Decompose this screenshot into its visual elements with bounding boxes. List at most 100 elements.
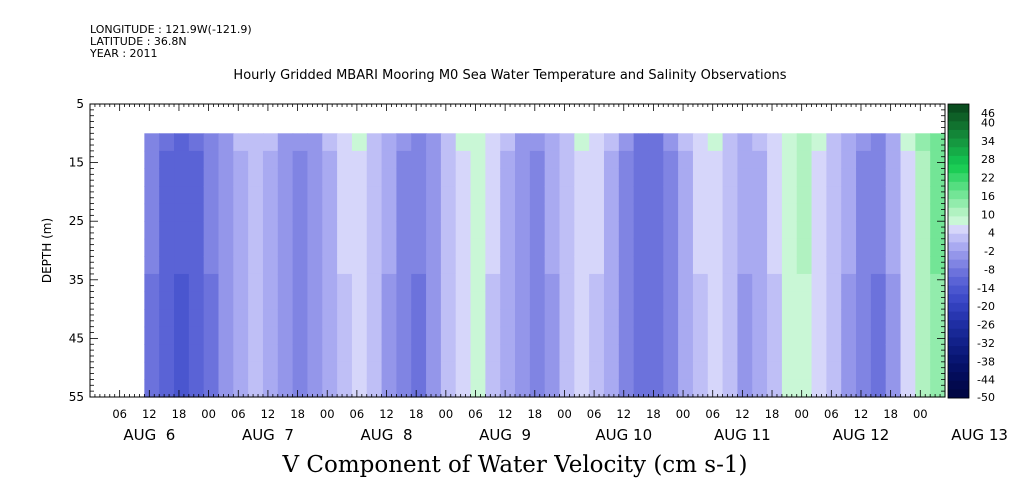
heatmap-cell (381, 309, 398, 328)
heatmap-cell (915, 326, 931, 345)
heatmap-cell (796, 150, 813, 170)
heatmap-cell (351, 361, 368, 381)
heatmap-cell (870, 361, 887, 381)
heatmap-cell (188, 273, 205, 293)
heatmap-cell (603, 133, 620, 152)
x-tick-label: 06 (112, 407, 127, 421)
heatmap-cell (811, 150, 827, 170)
heatmap-cell (707, 379, 724, 398)
heatmap-cell (633, 326, 650, 345)
heatmap-cell (426, 291, 442, 310)
heatmap-cell (515, 344, 531, 363)
heatmap-cell (915, 309, 931, 328)
heatmap-cell (663, 326, 679, 345)
heatmap-cell (529, 344, 546, 363)
heatmap-cell (411, 256, 427, 275)
heatmap-cell (618, 203, 635, 222)
heatmap-cell (841, 133, 857, 152)
heatmap-cell (856, 203, 872, 222)
heatmap-cell (233, 168, 249, 187)
heatmap-cell (396, 150, 412, 170)
heatmap-cell (277, 326, 294, 345)
heatmap-cell (322, 326, 338, 345)
heatmap-cell (900, 361, 916, 381)
heatmap-cell (915, 273, 931, 293)
heatmap-cell (752, 168, 768, 187)
heatmap-cell (767, 168, 783, 187)
x-tick-label: 12 (498, 407, 513, 421)
heatmap-cell (559, 256, 575, 275)
heatmap-cell (767, 186, 783, 205)
heatmap-cell (144, 273, 160, 293)
heatmap-cell (248, 309, 264, 328)
heatmap-cell (826, 291, 842, 310)
heatmap-cell (351, 168, 368, 187)
heatmap-cell (381, 291, 398, 310)
heatmap-cell (781, 168, 798, 187)
heatmap-cell (870, 133, 887, 152)
heatmap-cell (307, 168, 323, 187)
heatmap-cell (841, 291, 857, 310)
heatmap-cell (470, 256, 486, 275)
heatmap-cell (174, 168, 190, 187)
y-tick-label: 15 (69, 156, 84, 170)
heatmap-cell (722, 273, 739, 293)
heatmap-cell (500, 326, 516, 345)
heatmap-cell (292, 344, 309, 363)
heatmap-cell (440, 133, 457, 152)
heatmap-cell (218, 186, 234, 205)
heatmap-cell (203, 238, 220, 257)
heatmap-cell (396, 361, 412, 381)
heatmap-cell (781, 379, 798, 398)
x-day-label: AUG 8 (361, 426, 413, 444)
heatmap-cell (307, 221, 323, 240)
heatmap-cell (277, 133, 294, 152)
heatmap-cell (485, 344, 501, 363)
colorbar-swatch (948, 199, 969, 209)
colorbar-label: 40 (981, 116, 995, 129)
heatmap-cell (218, 379, 234, 398)
heatmap-cell (426, 133, 442, 152)
heatmap-cell (618, 150, 635, 170)
colorbar-swatch (948, 372, 969, 382)
heatmap-cell (559, 291, 575, 310)
heatmap-cell (485, 186, 501, 205)
heatmap-cell (529, 133, 546, 152)
heatmap-cell (767, 221, 783, 240)
x-tick-label: 18 (527, 407, 542, 421)
heatmap-cell (366, 344, 383, 363)
heatmap-cell (692, 256, 709, 275)
heatmap-cell (796, 203, 813, 222)
heatmap-cell (633, 273, 650, 293)
heatmap-cell (603, 238, 620, 257)
heatmap-cell (322, 221, 338, 240)
heatmap-cell (885, 344, 902, 363)
x-tick-label: 18 (883, 407, 898, 421)
heatmap-cell (574, 361, 590, 381)
y-tick-label: 35 (69, 273, 84, 287)
heatmap-cell (366, 291, 383, 310)
heatmap-cell (559, 379, 575, 398)
heatmap-cell (307, 291, 323, 310)
heatmap-cell (470, 168, 486, 187)
heatmap-cell (737, 238, 753, 257)
heatmap-cell (440, 291, 457, 310)
heatmap-cell (500, 379, 516, 398)
heatmap-cell (870, 238, 887, 257)
heatmap-cell (648, 150, 664, 170)
colorbar-swatch (948, 285, 969, 295)
heatmap-cell (618, 221, 635, 240)
heatmap-cell (885, 203, 902, 222)
heatmap-cell (426, 186, 442, 205)
heatmap-cell (233, 361, 249, 381)
heatmap-cell (648, 256, 664, 275)
heatmap-cell (485, 273, 501, 293)
heatmap-cell (159, 150, 175, 170)
heatmap-cell (811, 309, 827, 328)
heatmap-cell (841, 379, 857, 398)
heatmap-cell (796, 344, 813, 363)
heatmap-cell (767, 379, 783, 398)
heatmap-cell (292, 168, 309, 187)
heatmap-cell (678, 344, 694, 363)
heatmap-cell (262, 150, 279, 170)
